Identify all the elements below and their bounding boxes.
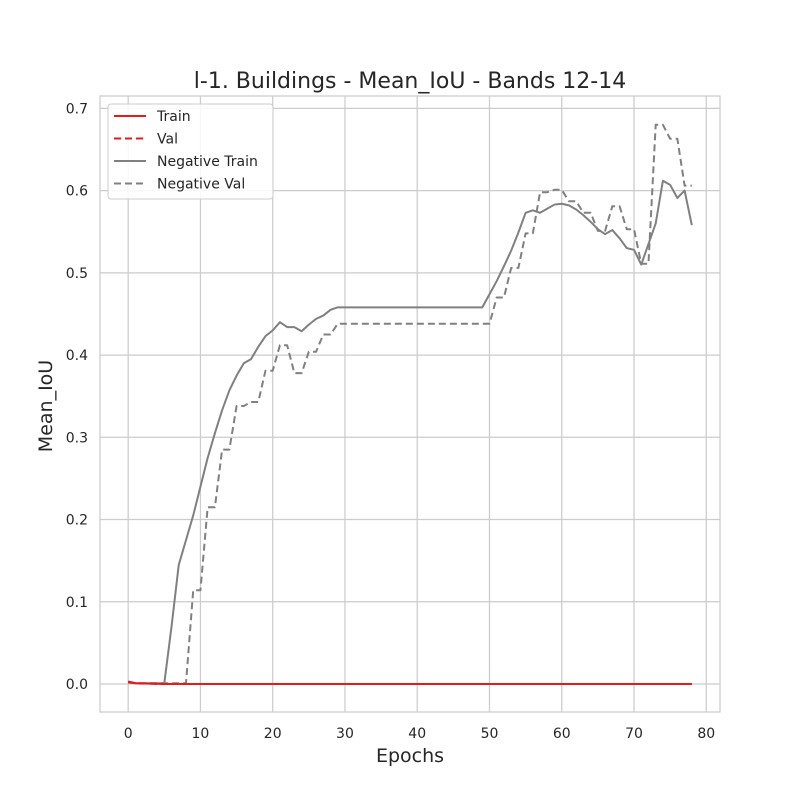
legend-box (107, 103, 274, 200)
x-tick-label: 30 (336, 726, 354, 742)
y-tick-label: 0.3 (66, 430, 88, 446)
series-line-negative-val (128, 123, 692, 685)
y-tick-label: 0.1 (66, 595, 88, 611)
y-tick-label: 0.0 (66, 677, 88, 693)
y-tick-label: 0.4 (66, 348, 88, 364)
y-tick-label: 0.2 (66, 513, 88, 529)
legend-label: Val (157, 132, 178, 148)
plot-frame (99, 95, 721, 713)
series-line-val (128, 681, 692, 686)
series-layer (127, 123, 693, 686)
x-axis-label: Epochs (376, 745, 444, 767)
legend-label: Negative Train (157, 154, 258, 170)
legend-label: Train (156, 109, 191, 125)
x-tick-label: 60 (553, 726, 571, 742)
y-tick-label: 0.7 (66, 101, 88, 117)
x-tick-label: 10 (192, 726, 210, 742)
y-axis-label: Mean_IoU (35, 360, 57, 452)
x-tick-label: 20 (264, 726, 282, 742)
chart-title: l-1. Buildings - Mean_IoU - Bands 12-14 (194, 69, 626, 94)
x-tick-label: 0 (124, 726, 133, 742)
y-tick-label: 0.6 (66, 184, 88, 200)
tick-labels: 0 10 20 30 40 50 60 70 80 0.0 0.1 0.2 0.3 0.4 0.5 0.6 0.… (66, 101, 715, 742)
x-tick-label: 80 (697, 726, 715, 742)
legend: Train Val Negative Train Negative Val (107, 103, 274, 200)
x-tick-label: 50 (481, 726, 499, 742)
legend-label: Negative Val (157, 177, 245, 193)
x-tick-label: 70 (625, 726, 643, 742)
x-tick-label: 40 (408, 726, 426, 742)
y-tick-label: 0.5 (66, 266, 88, 282)
